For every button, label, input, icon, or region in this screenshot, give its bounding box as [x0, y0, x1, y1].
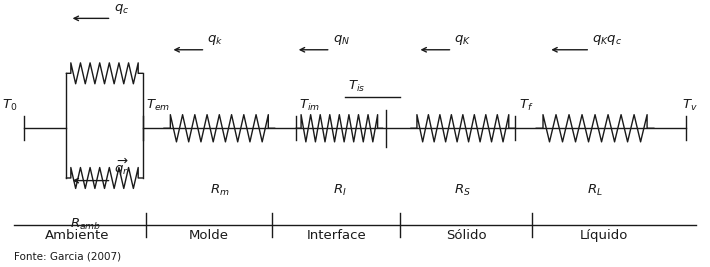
Text: $q_Kq_c$: $q_Kq_c$: [592, 33, 623, 47]
Text: $q_N$: $q_N$: [333, 33, 350, 47]
Text: $q_c$: $q_c$: [114, 2, 130, 16]
Text: Fonte: Garcia (2007): Fonte: Garcia (2007): [14, 252, 121, 262]
Text: $\overrightarrow{q_r}$: $\overrightarrow{q_r}$: [114, 157, 129, 178]
Text: Molde: Molde: [189, 229, 229, 242]
Text: Ambiente: Ambiente: [45, 229, 109, 242]
Text: $T_v$: $T_v$: [682, 97, 698, 113]
Text: $T_{is}$: $T_{is}$: [348, 79, 366, 94]
Text: Interface: Interface: [306, 229, 366, 242]
Text: $T_{em}$: $T_{em}$: [146, 97, 170, 113]
Text: $T_{im}$: $T_{im}$: [300, 97, 320, 113]
Text: Sólido: Sólido: [446, 229, 486, 242]
Text: $R_S$: $R_S$: [454, 183, 471, 198]
Text: $T_0$: $T_0$: [2, 97, 18, 113]
Text: $q_K$: $q_K$: [454, 33, 471, 47]
Text: $T_f$: $T_f$: [518, 97, 533, 113]
Text: $R_m$: $R_m$: [209, 183, 229, 198]
Text: $q_k$: $q_k$: [207, 33, 224, 47]
Text: $R_I$: $R_I$: [333, 183, 346, 198]
Text: $R_{amb}$: $R_{amb}$: [70, 217, 101, 232]
Text: Líquido: Líquido: [580, 229, 628, 242]
Text: $R_L$: $R_L$: [587, 183, 603, 198]
